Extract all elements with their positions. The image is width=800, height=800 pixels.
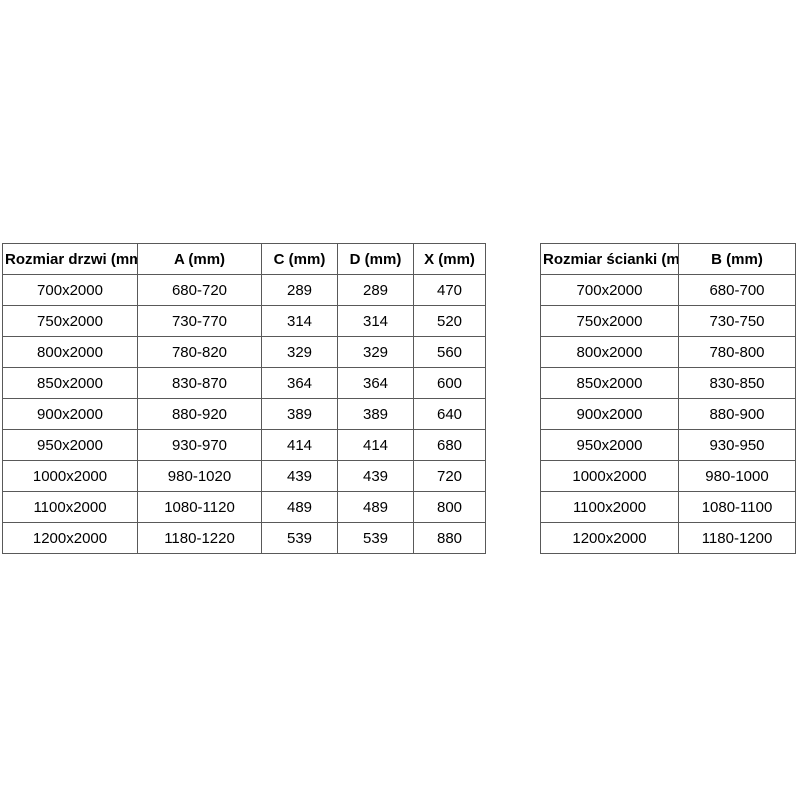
table-cell: 720 <box>413 460 486 492</box>
table-cell: 700x2000 <box>540 274 679 306</box>
table-row: 750x2000 730-770 314 314 520 <box>2 305 486 337</box>
table-cell: 800 <box>413 491 486 523</box>
table-row: 1200x2000 1180-1200 <box>540 522 796 554</box>
header-cell: X (mm) <box>413 243 486 275</box>
wall-size-table-head: Rozmiar ścianki (mm)B (mm) <box>540 243 796 275</box>
door-size-table-body: 700x2000 680-720 289 289 470 750x2000 730-770 3… <box>2 274 486 554</box>
table-cell: 900x2000 <box>540 398 679 430</box>
table-cell: 850x2000 <box>2 367 138 399</box>
table-cell: 329 <box>337 336 414 368</box>
table-cell: 314 <box>261 305 338 337</box>
table-cell: 289 <box>261 274 338 306</box>
table-row: 850x2000 830-870 364 364 600 <box>2 367 486 399</box>
table-cell: 539 <box>261 522 338 554</box>
table-cell: 730-750 <box>678 305 796 337</box>
header-cell: A (mm) <box>137 243 262 275</box>
table-cell: 950x2000 <box>540 429 679 461</box>
door-size-table-head: Rozmiar drzwi (mm) A (mm) C (mm) D (mm) X (m… <box>2 243 486 275</box>
table-cell: 560 <box>413 336 486 368</box>
table-cell: 329 <box>261 336 338 368</box>
table-cell: 1000x2000 <box>2 460 138 492</box>
table-cell: 389 <box>261 398 338 430</box>
table-cell: 1200x2000 <box>2 522 138 554</box>
table-cell: 1080-1120 <box>137 491 262 523</box>
table-row: 750x2000 730-750 <box>540 305 796 337</box>
table-row: 900x2000 880-920 389 389 640 <box>2 398 486 430</box>
table-row: 950x2000 930-950 <box>540 429 796 461</box>
table-row: 1000x2000 980-1020 439 439 720 <box>2 460 486 492</box>
table-cell: 980-1000 <box>678 460 796 492</box>
table-cell: 980-1020 <box>137 460 262 492</box>
table-row: 1100x2000 1080-1100 <box>540 491 796 523</box>
table-cell: 1100x2000 <box>2 491 138 523</box>
table-cell: 489 <box>337 491 414 523</box>
table-cell: 439 <box>261 460 338 492</box>
table-cell: 1100x2000 <box>540 491 679 523</box>
header-cell: Rozmiar ścianki (mm) <box>540 243 679 275</box>
table-cell: 314 <box>337 305 414 337</box>
table-cell: 1180-1220 <box>137 522 262 554</box>
table-cell: 950x2000 <box>2 429 138 461</box>
header-cell: B (mm) <box>678 243 796 275</box>
table-cell: 780-800 <box>678 336 796 368</box>
door-size-table: Rozmiar drzwi (mm) A (mm) C (mm) D (mm) X (m… <box>2 243 486 554</box>
table-row: 1200x2000 1180-1220 539 539 880 <box>2 522 486 554</box>
table-cell: 680-720 <box>137 274 262 306</box>
table-cell: 700x2000 <box>2 274 138 306</box>
table-cell: 389 <box>337 398 414 430</box>
table-cell: 414 <box>337 429 414 461</box>
table-cell: 470 <box>413 274 486 306</box>
table-cell: 600 <box>413 367 486 399</box>
header-cell: D (mm) <box>337 243 414 275</box>
table-cell: 730-770 <box>137 305 262 337</box>
table-row: 800x2000 780-820 329 329 560 <box>2 336 486 368</box>
table-cell: 880-920 <box>137 398 262 430</box>
table-cell: 1180-1200 <box>678 522 796 554</box>
table-row: 1000x2000 980-1000 <box>540 460 796 492</box>
table-cell: 780-820 <box>137 336 262 368</box>
wall-size-table: Rozmiar ścianki (mm)B (mm) 700x2000680-7… <box>540 243 796 554</box>
table-row: 700x2000 680-700 <box>540 274 796 306</box>
table-cell: 880-900 <box>678 398 796 430</box>
header-row: Rozmiar drzwi (mm) A (mm) C (mm) D (mm) X (m… <box>2 243 486 275</box>
table-cell: 930-970 <box>137 429 262 461</box>
table-cell: 1080-1100 <box>678 491 796 523</box>
table-cell: 680 <box>413 429 486 461</box>
wall-size-table-body: 700x2000 680-700 750x2000 730-750 800x2000 78… <box>540 274 796 554</box>
table-cell: 364 <box>261 367 338 399</box>
table-row: 1100x2000 1080-1120 489 489 800 <box>2 491 486 523</box>
table-cell: 930-950 <box>678 429 796 461</box>
table-cell: 800x2000 <box>2 336 138 368</box>
table-row: 900x2000 880-900 <box>540 398 796 430</box>
table-cell: 830-870 <box>137 367 262 399</box>
table-cell: 414 <box>261 429 338 461</box>
table-cell: 680-700 <box>678 274 796 306</box>
table-row: 700x2000 680-720 289 289 470 <box>2 274 486 306</box>
table-cell: 1200x2000 <box>540 522 679 554</box>
table-cell: 489 <box>261 491 338 523</box>
table-row: 850x2000 830-850 <box>540 367 796 399</box>
table-cell: 640 <box>413 398 486 430</box>
table-cell: 289 <box>337 274 414 306</box>
table-cell: 800x2000 <box>540 336 679 368</box>
table-cell: 750x2000 <box>2 305 138 337</box>
table-cell: 900x2000 <box>2 398 138 430</box>
table-cell: 880 <box>413 522 486 554</box>
header-row: Rozmiar ścianki (mm)B (mm) <box>540 243 796 275</box>
header-cell: Rozmiar drzwi (mm) <box>2 243 138 275</box>
header-cell: C (mm) <box>261 243 338 275</box>
table-cell: 364 <box>337 367 414 399</box>
table-cell: 750x2000 <box>540 305 679 337</box>
table-cell: 539 <box>337 522 414 554</box>
table-row: 950x2000 930-970 414 414 680 <box>2 429 486 461</box>
table-cell: 1000x2000 <box>540 460 679 492</box>
table-row: 800x2000 780-800 <box>540 336 796 368</box>
table-cell: 439 <box>337 460 414 492</box>
table-cell: 830-850 <box>678 367 796 399</box>
table-cell: 850x2000 <box>540 367 679 399</box>
table-cell: 520 <box>413 305 486 337</box>
